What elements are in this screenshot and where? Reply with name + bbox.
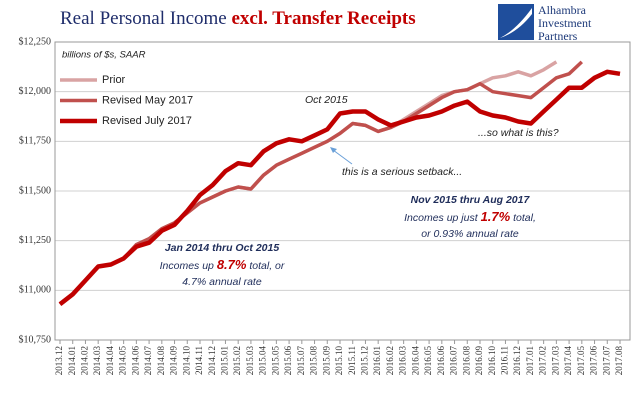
annotation-head: Nov 2015 thru Aug 2017 [411,194,531,206]
y-tick-label: $11,750 [19,136,51,147]
annotation: ...so what is this? [478,127,559,139]
x-tick-label: 2015.04 [258,346,268,376]
x-tick-label: 2015.01 [220,346,230,375]
x-tick-label: 2017.04 [563,346,573,376]
annotation: this is a serious setback... [342,166,462,178]
annotation: Incomes up just 1.7% total, [404,209,536,224]
x-tick-label: 2017.07 [601,346,611,376]
x-tick-label: 2015.09 [321,346,331,376]
legend-label: Prior [102,74,126,86]
x-tick-label: 2016.01 [372,346,382,375]
annotation-pct: 8.7% [217,257,247,272]
x-tick-label: 2016.04 [410,346,420,376]
x-tick-label: 2015.05 [270,346,280,376]
y-tick-label: $10,750 [19,334,52,345]
x-tick-label: 2014.06 [130,346,140,376]
logo-text: Investment [538,16,592,30]
x-tick-label: 2015.06 [283,346,293,376]
x-tick-label: 2015.08 [309,346,319,376]
x-tick-label: 2015.11 [347,346,357,375]
x-tick-label: 2014.07 [143,346,153,376]
x-tick-label: 2014.02 [80,346,90,375]
x-tick-label: 2016.05 [423,346,433,376]
x-tick-label: 2015.12 [360,346,370,375]
x-tick-label: 2014.11 [194,346,204,375]
x-tick-label: 2014.09 [169,346,179,376]
x-tick-label: 2017.06 [589,346,599,376]
title-highlight: excl. Transfer Receipts [231,8,415,29]
x-tick-label: 2017.05 [576,346,586,376]
x-tick-label: 2016.10 [487,346,497,376]
annotation-part: Incomes up [160,260,217,272]
x-tick-label: 2014.10 [181,346,191,376]
x-tick-label: 2014.08 [156,346,166,376]
x-tick-label: 2015.02 [232,346,242,375]
x-tick-label: 2014.05 [118,346,128,376]
x-tick-label: 2016.12 [512,346,522,375]
annotation: or 0.93% annual rate [421,228,519,240]
x-tick-label: 2014.03 [92,346,102,376]
annotation: Incomes up 8.7% total, or [160,257,285,272]
y-tick-label: $12,000 [19,86,52,97]
x-tick-label: 2015.03 [245,346,255,376]
chart-title: Real Personal Income excl. Transfer Rece… [60,8,416,29]
logo-mark [498,4,534,40]
logo: Alhambra Investment Partners [498,3,592,43]
annotation-part: total, or [246,260,284,272]
x-tick-label: 2017.03 [550,346,560,376]
y-tick-label: $11,000 [19,285,51,296]
annotation: Oct 2015 [305,94,348,106]
logo-text: Alhambra [538,3,587,17]
arrow [332,149,353,165]
y-tick-label: $11,250 [19,235,51,246]
x-tick-label: 2016.11 [500,346,510,375]
x-tick-label: 2014.12 [207,346,217,375]
x-tick-label: 2016.07 [449,346,459,376]
annotation-pct: 1.7% [481,209,511,224]
annotation-part: Incomes up just [404,212,480,224]
subtitle: billions of $s, SAAR [62,50,146,61]
plot-frame [54,41,631,341]
x-tick-label: 2016.09 [474,346,484,376]
x-tick-label: 2015.10 [334,346,344,376]
annotation: 4.7% annual rate [182,276,262,288]
x-tick-label: 2017.08 [614,346,624,376]
x-tick-label: 2016.08 [461,346,471,376]
series-line [58,60,583,306]
arrow-head [330,147,337,153]
series-line [58,69,621,306]
x-tick-label: 2017.01 [525,346,535,375]
annotation-part: total, [510,212,536,224]
x-tick-label: 2015.07 [296,346,306,376]
title-main: Real Personal Income [60,8,231,29]
legend-label: Revised July 2017 [102,115,192,127]
x-tick-label: 2016.02 [385,346,395,375]
y-tick-label: $11,500 [19,185,51,196]
legend-label: Revised May 2017 [102,94,193,106]
logo-text: Partners [538,29,578,43]
x-tick-label: 2016.06 [436,346,446,376]
annotation-head: Jan 2014 thru Oct 2015 [165,242,280,254]
x-tick-label: 2016.03 [398,346,408,376]
x-tick-label: 2017.02 [538,346,548,375]
x-tick-label: 2013.12 [54,346,64,375]
x-tick-label: 2014.04 [105,346,115,376]
y-tick-label: $12,250 [19,36,52,47]
x-tick-label: 2014.01 [67,346,77,375]
